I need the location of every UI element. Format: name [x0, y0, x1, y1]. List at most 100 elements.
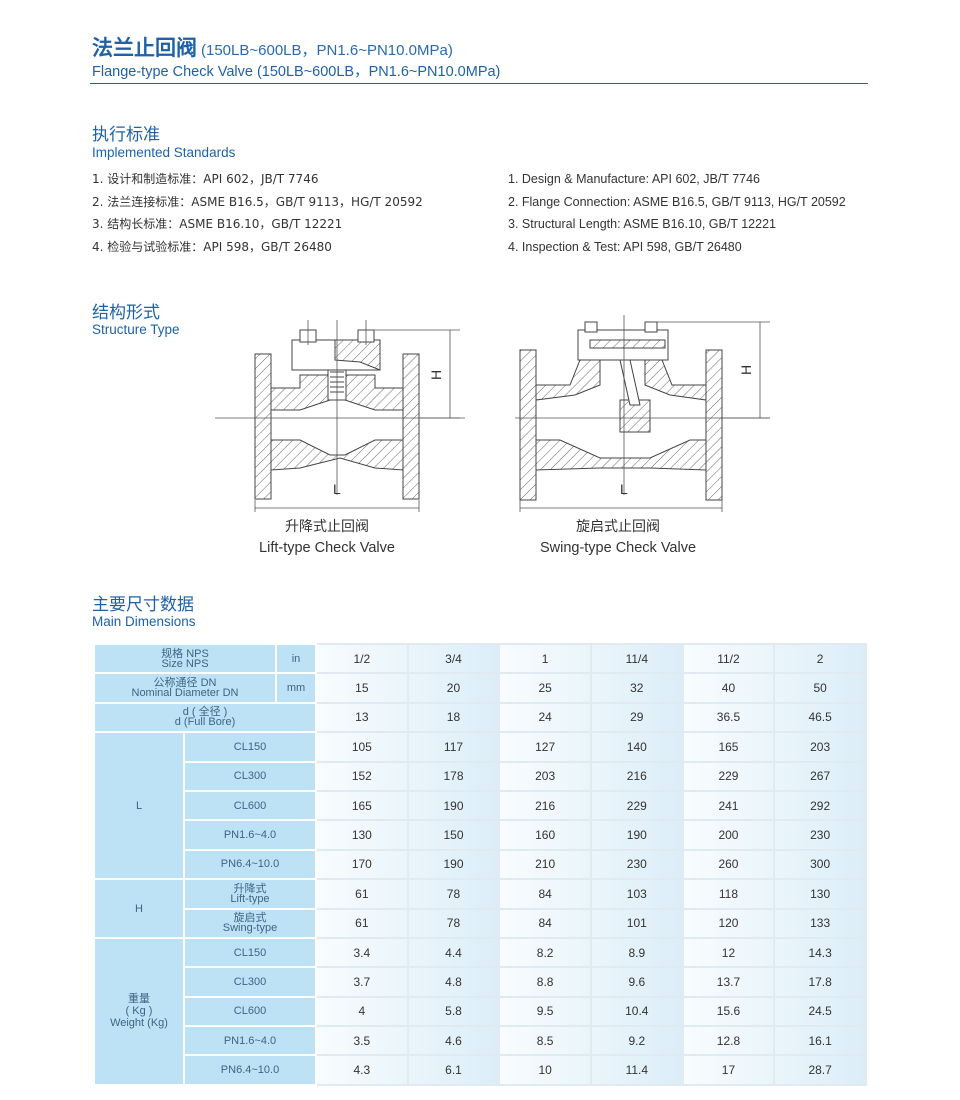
table-cell: 229 — [589, 789, 684, 822]
table-cell: 178 — [406, 760, 501, 792]
label-line: CL600 — [233, 799, 267, 812]
table-cell: 300 — [773, 848, 867, 881]
label-line: PN1.6~4.0 — [223, 1034, 277, 1047]
label-line: Lift-type — [230, 892, 270, 905]
sub-label: CL300 — [183, 760, 317, 792]
dimensions-table: 规格 NPS Size NPS in 1/2 3/4 1 11/4 11/2 2 公称通径 DN N… — [93, 642, 867, 1086]
standard-item: 4. Inspection & Test: API 598, GB/T 2648… — [508, 239, 742, 254]
table-cell: 127 — [498, 731, 592, 763]
table-cell: 61 — [315, 907, 409, 939]
label-line: CL300 — [233, 975, 267, 988]
table-cell: 152 — [315, 760, 409, 792]
table-cell: 8.9 — [589, 936, 684, 969]
table-cell: 118 — [681, 878, 776, 910]
table-cell: 130 — [315, 819, 409, 851]
table-cell: 20 — [406, 672, 501, 704]
table-row: 规格 NPS Size NPS in 1/2 3/4 1 11/4 11/2 2 — [93, 642, 867, 675]
dimensions-subheading: Main Dimensions — [92, 614, 196, 629]
label-line: L — [135, 799, 143, 812]
table-cell: 14.3 — [773, 936, 867, 969]
structure-subheading: Structure Type — [92, 322, 180, 337]
table-cell: 17.8 — [773, 966, 867, 998]
page-title: 法兰止回阀 (150LB~600LB，PN1.6~PN10.0MPa) — [92, 32, 453, 62]
table-row: PN1.6~4.0 3.5 4.6 8.5 9.2 12.8 16.1 — [94, 1025, 867, 1057]
table-cell: 84 — [498, 878, 592, 910]
table-cell: 140 — [589, 731, 684, 763]
table-cell: 61 — [315, 878, 409, 910]
table-cell: 17 — [681, 1054, 776, 1086]
lift-caption-cn: 升降式止回阀 — [285, 519, 369, 535]
table-cell: 230 — [773, 819, 867, 851]
table-cell: 190 — [406, 848, 501, 881]
valve-drawings: H L H L — [215, 315, 770, 512]
lift-type-valve-drawing — [215, 320, 465, 512]
title-divider — [90, 83, 868, 84]
table-cell: 216 — [589, 760, 684, 792]
table-cell: 170 — [315, 848, 409, 881]
sub-label: PN1.6~4.0 — [183, 1025, 317, 1057]
sub-label: PN1.6~4.0 — [183, 819, 317, 851]
dimensions-heading: 主要尺寸数据 — [92, 595, 194, 615]
table-cell: 260 — [681, 848, 776, 881]
table-cell: 1 — [498, 642, 592, 675]
table-cell: 9.6 — [589, 966, 684, 998]
table-row: PN6.4~10.0 4.3 6.1 10 11.4 17 28.7 — [94, 1054, 867, 1086]
table-cell: 160 — [498, 819, 592, 851]
label-line: ( Kg ) — [125, 1005, 153, 1018]
sub-label: 升降式 Lift-type — [183, 878, 317, 910]
table-row: 重量( Kg ) Weight (Kg) CL150 3.4 4.4 8.2 8.9 12 14… — [93, 936, 867, 1086]
standards-list-cn: 1. 设计和制造标准：API 602，JB/T 7746 2. 法兰连接标准：A… — [92, 168, 423, 258]
table-cell: 32 — [589, 672, 684, 704]
standard-item: 3. 结构长标准：ASME B16.10，GB/T 12221 — [92, 217, 343, 231]
table-cell: 10.4 — [589, 995, 684, 1028]
sub-label: 旋启式 Swing-type — [183, 907, 317, 939]
table-cell: 3.5 — [315, 1025, 409, 1057]
swing-caption: 旋启式止回阀 Swing-type Check Valve — [518, 517, 718, 559]
label-line: Swing-type — [222, 922, 278, 935]
swing-type-valve-drawing — [515, 315, 770, 512]
table-cell: 4.4 — [406, 936, 501, 969]
label-line: CL600 — [233, 1005, 267, 1018]
table-cell: 78 — [406, 907, 501, 939]
label-line: PN6.4~10.0 — [220, 1064, 280, 1077]
row-label: 公称通径 DN Nominal Diameter DN — [93, 672, 277, 704]
table-cell: 28.7 — [773, 1054, 867, 1086]
standard-item: 2. 法兰连接标准：ASME B16.5，GB/T 9113，HG/T 2059… — [92, 194, 423, 209]
table-cell: 24 — [498, 701, 592, 734]
unit-cell: in — [275, 642, 317, 675]
sub-label: CL300 — [183, 966, 317, 998]
table-cell: 210 — [498, 848, 592, 881]
table-cell: 150 — [406, 819, 501, 851]
table-row: PN1.6~4.0 130 150 160 190 200 230 — [94, 819, 867, 851]
standard-item: 2. Flange Connection: ASME B16.5, GB/T 9… — [508, 194, 846, 209]
standard-item: 4. 检验与试验标准：API 598，GB/T 26480 — [92, 239, 332, 254]
label-line: H — [135, 902, 143, 915]
table-cell: 36.5 — [681, 701, 776, 734]
group-label: L — [93, 731, 185, 881]
label-line: 重量 — [128, 993, 150, 1006]
table-cell: 241 — [681, 789, 776, 822]
table-row: PN6.4~10.0 170 190 210 230 260 300 — [94, 848, 867, 881]
table-row: 旋启式 Swing-type 61 78 84 101 120 133 — [94, 907, 867, 939]
table-cell: 13 — [315, 701, 409, 734]
table-cell: 16.1 — [773, 1025, 867, 1057]
table-cell: 3.4 — [315, 936, 409, 969]
table-row: L CL150 105 117 127 140 165 203 — [93, 731, 867, 881]
table-cell: 29 — [589, 701, 684, 734]
table-cell: 103 — [589, 878, 684, 910]
table-cell: 18 — [406, 701, 501, 734]
standard-item: 1. 设计和制造标准：API 602，JB/T 7746 — [92, 172, 319, 186]
table-row: H 升降式 Lift-type 61 78 84 103 118 130 — [93, 878, 867, 939]
label-line: d ( 全径 ) — [182, 706, 228, 719]
swing-dim-l: L — [620, 481, 628, 497]
table-row: CL600 4 5.8 9.5 10.4 15.6 24.5 — [94, 995, 867, 1028]
label-line: 规格 NPS — [161, 647, 209, 660]
table-cell: 4.3 — [315, 1054, 409, 1086]
table-cell: 203 — [498, 760, 592, 792]
table-cell: 267 — [773, 760, 867, 792]
label-line: PN1.6~4.0 — [223, 829, 277, 842]
table-cell: 2 — [773, 642, 867, 675]
table-cell: 292 — [773, 789, 867, 822]
lift-dim-h: H — [428, 370, 444, 380]
label-line: d (Full Bore) — [174, 716, 236, 729]
